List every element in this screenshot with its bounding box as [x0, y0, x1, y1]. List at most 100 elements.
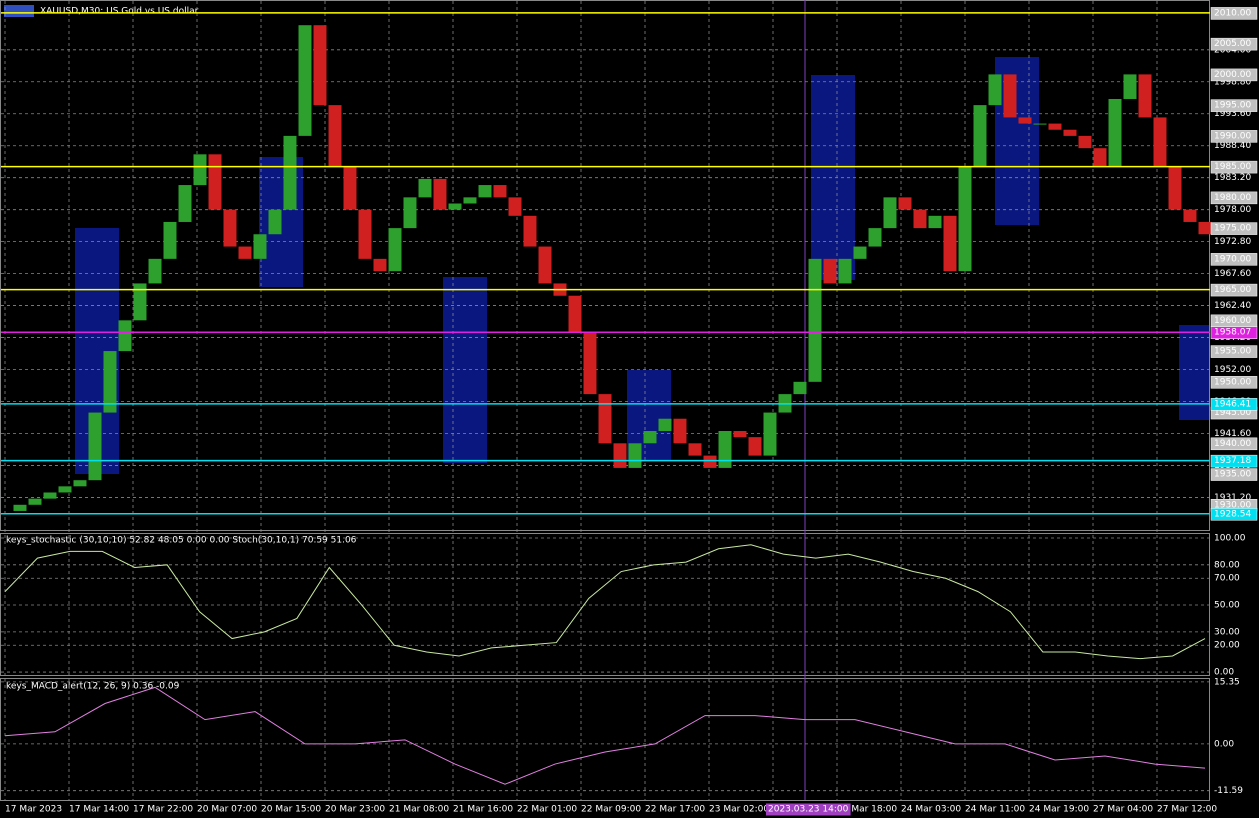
candle [1168, 166, 1182, 210]
x-tick-label: 17 Mar 14:00 [69, 805, 129, 815]
candle [958, 166, 972, 272]
candle [1108, 98, 1122, 167]
candle [688, 443, 702, 456]
candle [478, 185, 492, 198]
x-tick-label: 22 Mar 17:00 [645, 805, 705, 815]
price-mark-bg [1210, 468, 1258, 481]
candle [1048, 123, 1062, 130]
candle [448, 203, 462, 210]
candle [193, 154, 207, 186]
candle [223, 209, 237, 247]
price-mark-bg [1210, 222, 1258, 235]
candle [718, 431, 732, 468]
price-mark: 1945.00 [1214, 408, 1251, 418]
candle [523, 215, 537, 247]
x-tick-label: 27 Mar 12:00 [1157, 805, 1217, 815]
y-tick-label: 1998.80 [1214, 77, 1251, 87]
y-tick-label: 50.00 [1214, 601, 1240, 611]
candle [838, 258, 852, 284]
candle [1018, 117, 1032, 124]
price-mark-bg [1210, 437, 1258, 451]
y-tick-label: 20.00 [1214, 641, 1240, 651]
candle [283, 135, 297, 210]
candle [643, 431, 657, 444]
x-tick-label: 22 Mar 09:00 [581, 805, 641, 815]
price-mark: 1940.00 [1214, 439, 1251, 449]
candle [493, 185, 507, 198]
candle [418, 178, 432, 198]
y-tick-label: 100.00 [1214, 534, 1246, 544]
stoch-frame [0, 533, 1210, 676]
price-mark: 1960.00 [1214, 316, 1251, 326]
candle [178, 185, 192, 222]
candle [43, 492, 57, 499]
level-label: 1985.00 [1214, 162, 1251, 172]
stoch-title: keys_stochastic (30,10,10) 52.82 48.05 0… [6, 536, 357, 546]
candle [1003, 74, 1017, 118]
candle [973, 105, 987, 167]
y-tick-label: 1983.20 [1214, 173, 1251, 183]
y-tick-label: 80.00 [1214, 560, 1240, 570]
y-tick-label: 1972.80 [1214, 237, 1251, 247]
cursor-label: 2023.03.23 14:00 [768, 805, 849, 815]
candle [613, 443, 627, 468]
y-tick-label: 15.35 [1214, 677, 1240, 687]
candle [898, 197, 912, 210]
candle [748, 437, 762, 456]
candle [733, 431, 747, 438]
candle [1183, 209, 1197, 222]
level-label-bg [1210, 326, 1258, 339]
price-mark: 2000.00 [1214, 70, 1251, 80]
level-label-bg [1210, 7, 1258, 20]
y-tick-label: 70.00 [1214, 574, 1240, 584]
x-tick-label: 17 Mar 22:00 [133, 805, 193, 815]
candle [253, 234, 267, 259]
x-tick-label: 23 Mar 02:00 [709, 805, 769, 815]
price-mark: 1970.00 [1214, 254, 1251, 264]
candle [868, 228, 882, 247]
candle [388, 228, 402, 272]
price-mark-bg [1210, 99, 1258, 112]
candle [28, 498, 42, 505]
candle [238, 246, 252, 259]
x-tick-label: 24 Mar 03:00 [901, 805, 961, 815]
candle [313, 25, 327, 106]
price-mark: 1930.00 [1214, 500, 1251, 510]
candle [508, 197, 522, 216]
candle [568, 295, 582, 333]
menu-icon [4, 5, 34, 17]
candle [103, 351, 117, 413]
level-label-bg [1210, 160, 1258, 174]
x-tick-label: 20 Mar 07:00 [197, 805, 257, 815]
candle [808, 258, 822, 382]
candle [883, 197, 897, 229]
candle [1033, 123, 1047, 125]
y-tick-label: 1988.40 [1214, 141, 1251, 151]
candle [1198, 221, 1212, 235]
candle [988, 74, 1002, 106]
candle [13, 504, 27, 511]
candle [538, 246, 552, 284]
price-mark: 2005.00 [1214, 39, 1251, 49]
x-tick-label: 21 Mar 16:00 [453, 805, 513, 815]
candle [118, 320, 132, 352]
candle [1078, 135, 1092, 149]
price-mark-bg [1210, 191, 1258, 205]
zones [75, 57, 1209, 474]
level-label: 1928.54 [1214, 509, 1251, 519]
candle [598, 394, 612, 444]
candle [133, 283, 147, 321]
candle [1063, 129, 1077, 136]
main-title: XAUUSD,M30: US Gold vs US dollar [40, 7, 199, 17]
price-mark: 1975.00 [1214, 224, 1251, 234]
candle [358, 209, 372, 259]
y-tick-label: 1931.20 [1214, 493, 1251, 503]
price-mark: 1950.00 [1214, 377, 1251, 387]
y-tick-label: 1993.60 [1214, 109, 1251, 119]
x-tick-label: 22 Mar 01:00 [517, 805, 577, 815]
zone [443, 277, 487, 463]
candle [328, 105, 342, 167]
candle [58, 486, 72, 493]
y-tick-label: 1978.00 [1214, 205, 1251, 215]
